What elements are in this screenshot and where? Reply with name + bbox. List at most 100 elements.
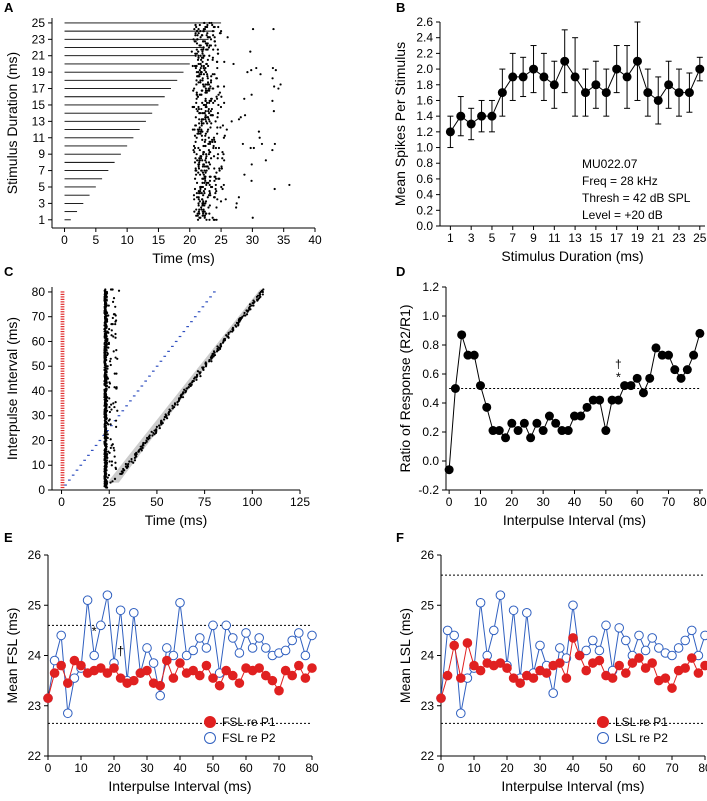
spike-dot — [200, 93, 203, 96]
spike-dot — [184, 389, 188, 393]
data-point — [561, 653, 572, 663]
spike-dot — [215, 206, 218, 209]
data-point — [594, 645, 605, 656]
data-point — [267, 675, 278, 686]
spike-dot — [195, 48, 198, 51]
data-point — [541, 668, 552, 678]
y-tick-label: 1 — [38, 213, 45, 227]
spike-dot — [110, 329, 113, 332]
spike-dot — [110, 403, 113, 406]
spike-dot — [202, 64, 205, 68]
x-tick-label: 0 — [61, 233, 68, 247]
spike-dot — [201, 214, 204, 217]
spike-dot — [181, 396, 185, 399]
x-tick-label: 0 — [58, 495, 65, 509]
data-point — [254, 663, 265, 673]
spike-dot — [204, 116, 207, 119]
spike-dot — [204, 361, 207, 364]
spike-dot — [215, 189, 218, 193]
data-point — [43, 693, 53, 704]
x-axis-label: Interpulse Interval (ms) — [501, 778, 644, 794]
spike-dot — [207, 206, 210, 209]
significance-mark: * — [92, 623, 97, 638]
data-point — [300, 673, 311, 683]
spike-dot — [115, 386, 118, 389]
data-point — [673, 643, 684, 653]
spike-dot — [208, 358, 211, 362]
spike-dot — [212, 87, 215, 90]
spike-dot — [153, 429, 156, 432]
data-point — [201, 643, 212, 653]
spike-dot — [189, 382, 192, 385]
spike-dot — [192, 144, 196, 148]
spike-dot — [213, 167, 216, 170]
spike-dot — [250, 93, 253, 96]
spike-dot — [194, 116, 197, 119]
spike-dot — [109, 438, 112, 441]
spike-dot — [219, 105, 223, 109]
spike-dot — [208, 21, 211, 25]
y-tick-label: 22 — [421, 749, 435, 763]
data-point — [508, 605, 519, 616]
spike-dot — [204, 202, 207, 205]
data-point — [588, 395, 598, 405]
spike-dot — [216, 126, 219, 129]
x-tick-label: 7 — [509, 231, 516, 245]
spike-dot — [200, 48, 203, 51]
x-tick-label: 11 — [548, 231, 561, 245]
spike-dot — [197, 32, 200, 35]
spike-dot — [203, 192, 206, 195]
spike-dot — [216, 153, 220, 156]
data-point — [568, 633, 578, 643]
y-tick-label: 20 — [32, 433, 46, 447]
spike-dot — [113, 313, 116, 316]
spike-dot — [200, 118, 203, 121]
data-point — [307, 663, 317, 673]
spike-dot — [216, 66, 219, 70]
data-point — [475, 597, 486, 608]
spike-dot — [107, 314, 110, 317]
y-tick-label: 0.8 — [422, 338, 439, 352]
spike-dot — [109, 357, 112, 360]
spike-dot — [107, 346, 110, 349]
spike-dot — [206, 42, 209, 45]
data-point — [555, 658, 565, 668]
spike-dot — [114, 336, 117, 339]
spike-dot — [133, 459, 137, 462]
spike-dot — [277, 87, 280, 90]
spike-dot — [246, 71, 249, 74]
spike-dot — [212, 136, 216, 139]
spike-dot — [206, 128, 210, 131]
panel-d: 0 10 20 30 40 50 60 70 80 -0.2 0.0 0.2 0.4 0.6 0.8 1.0 1… — [397, 280, 707, 528]
spike-dot — [212, 155, 216, 158]
spike-dot — [194, 34, 197, 37]
spike-dot — [251, 27, 255, 31]
spike-dot — [139, 445, 142, 448]
data-point — [676, 373, 686, 383]
spike-dot — [198, 148, 201, 152]
spike-dot — [252, 299, 255, 302]
x-tick-label: 3 — [468, 231, 475, 245]
spike-dot — [206, 122, 209, 125]
spike-dot — [195, 378, 198, 381]
spike-dot — [193, 87, 196, 90]
panel-label-b: B — [396, 0, 405, 15]
data-point — [695, 64, 705, 74]
spike-dot — [212, 25, 215, 29]
spike-dot — [201, 50, 204, 53]
spike-dot — [198, 212, 201, 215]
spike-dot — [250, 179, 253, 182]
spike-dot — [197, 210, 200, 213]
spike-dot — [206, 89, 210, 92]
x-tick-label: 75 — [198, 495, 212, 509]
data-point — [601, 426, 611, 436]
spike-dot — [198, 192, 202, 195]
x-tick-label: 60 — [632, 761, 646, 775]
data-point — [643, 88, 653, 98]
spike-dot — [111, 316, 114, 320]
data-point — [651, 343, 661, 353]
spike-dot — [193, 128, 196, 131]
spike-dot — [192, 89, 195, 92]
data-point — [700, 660, 707, 671]
spike-dot — [115, 372, 118, 375]
